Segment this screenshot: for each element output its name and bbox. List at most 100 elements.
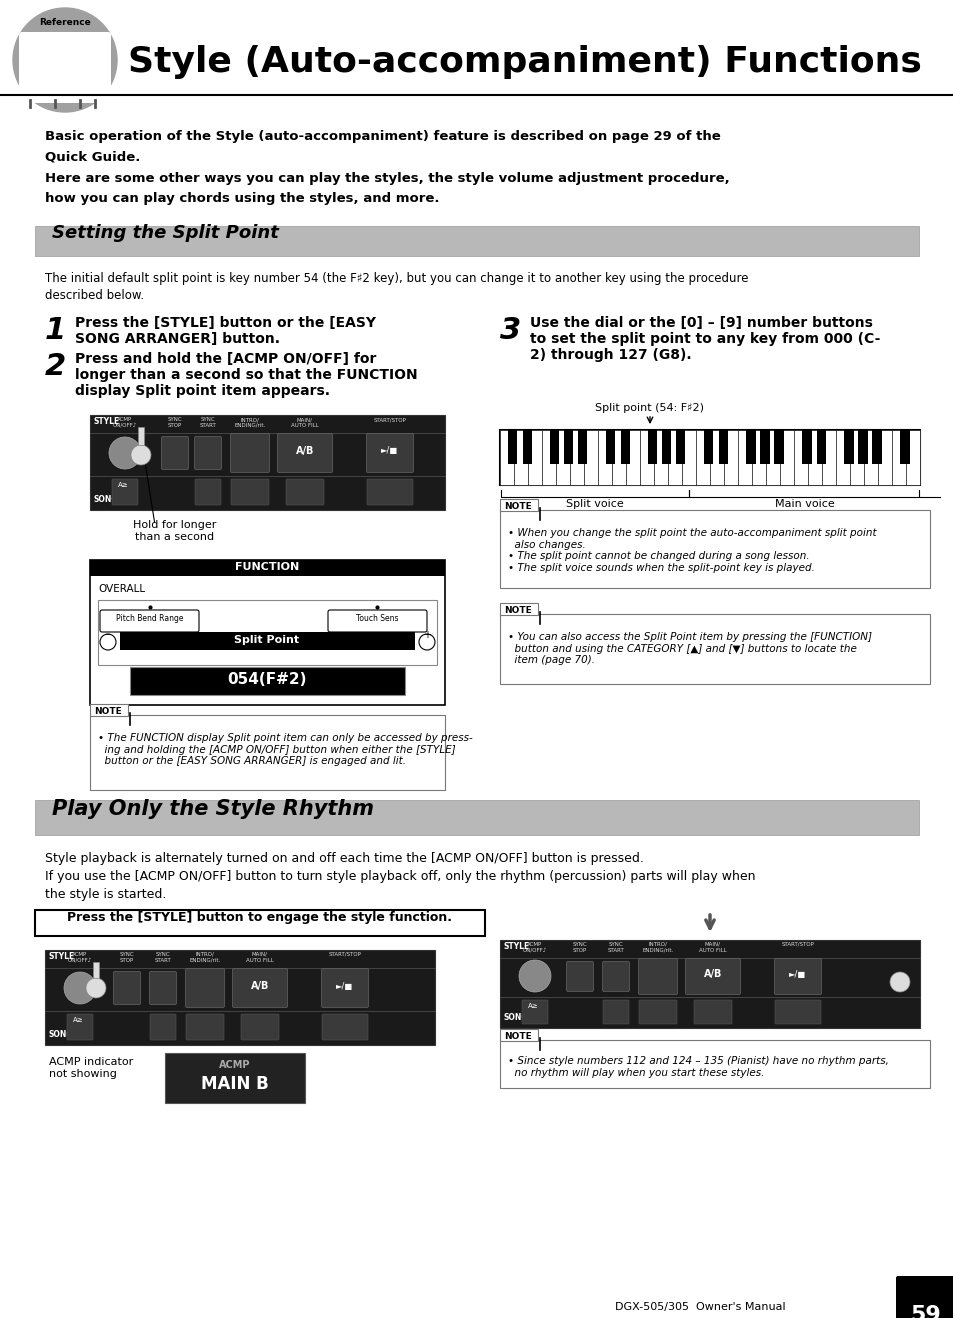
Circle shape: [100, 634, 116, 650]
Text: ►/■: ►/■: [381, 447, 398, 456]
Text: Here are some other ways you can play the styles, the style volume adjustment pr: Here are some other ways you can play th…: [45, 173, 729, 185]
Text: • When you change the split point the auto-accompaniment split point
  also chan: • When you change the split point the au…: [507, 529, 876, 573]
FancyBboxPatch shape: [277, 434, 333, 472]
Text: Use the dial or the [0] – [9] number buttons
to set the split point to any key f: Use the dial or the [0] – [9] number but…: [530, 316, 880, 362]
Text: A≥: A≥: [527, 1003, 538, 1010]
Text: SYNC
START: SYNC START: [154, 952, 172, 963]
FancyBboxPatch shape: [231, 434, 269, 472]
Text: Pitch Bend Range: Pitch Bend Range: [116, 614, 184, 623]
FancyBboxPatch shape: [113, 971, 140, 1004]
Text: FUNCTION: FUNCTION: [234, 561, 299, 572]
Text: Style playback is alternately turned on and off each time the [ACMP ON/OFF] butt: Style playback is alternately turned on …: [45, 851, 643, 865]
Text: MAIN B: MAIN B: [201, 1075, 269, 1093]
Bar: [696, 430, 709, 485]
Bar: [760, 430, 769, 464]
Bar: [499, 614, 929, 684]
Bar: [723, 430, 737, 485]
Bar: [668, 430, 681, 485]
FancyBboxPatch shape: [693, 1000, 731, 1024]
Text: If you use the [ACMP ON/OFF] button to turn style playback off, only the rhythm : If you use the [ACMP ON/OFF] button to t…: [45, 870, 755, 883]
Bar: [45, 950, 435, 1045]
Bar: [98, 600, 436, 666]
Text: SYNC
STOP: SYNC STOP: [119, 952, 134, 963]
Text: SYNC
STOP: SYNC STOP: [168, 416, 182, 428]
Bar: [499, 430, 688, 485]
FancyBboxPatch shape: [67, 1014, 92, 1040]
FancyBboxPatch shape: [150, 1014, 175, 1040]
FancyBboxPatch shape: [286, 478, 324, 505]
Text: Press the [STYLE] button to engage the style function.: Press the [STYLE] button to engage the s…: [68, 912, 452, 924]
Text: STYLE: STYLE: [94, 416, 120, 426]
Bar: [738, 430, 751, 485]
Text: • The FUNCTION display Split point item can only be accessed by press-
  ing and: • The FUNCTION display Split point item …: [98, 733, 473, 766]
Bar: [35, 909, 484, 936]
Bar: [90, 415, 444, 510]
Text: NOTE: NOTE: [503, 606, 531, 616]
Text: A/B: A/B: [251, 981, 269, 991]
FancyBboxPatch shape: [100, 610, 199, 633]
Text: SYNC
START: SYNC START: [199, 416, 216, 428]
Bar: [871, 430, 881, 464]
Text: Main voice: Main voice: [774, 500, 834, 509]
Text: Press the [STYLE] button or the [EASY
SONG ARRANGER] button.: Press the [STYLE] button or the [EASY SO…: [75, 316, 375, 347]
Bar: [905, 430, 919, 485]
Text: MAIN/
AUTO FILL: MAIN/ AUTO FILL: [699, 942, 726, 953]
FancyBboxPatch shape: [639, 1000, 677, 1024]
Bar: [661, 430, 671, 464]
Text: 3: 3: [499, 316, 520, 345]
Text: ACMP
ON/OFF♪: ACMP ON/OFF♪: [112, 416, 137, 428]
Bar: [794, 430, 807, 485]
Text: ACMP
ON/OFF♪: ACMP ON/OFF♪: [522, 942, 547, 953]
FancyBboxPatch shape: [194, 436, 221, 469]
Text: 59: 59: [910, 1305, 941, 1318]
Text: ACMP indicator
not showing: ACMP indicator not showing: [49, 1057, 133, 1078]
FancyBboxPatch shape: [366, 434, 413, 472]
Bar: [556, 430, 569, 485]
Text: MAIN/
AUTO FILL: MAIN/ AUTO FILL: [291, 416, 318, 428]
Text: A≥: A≥: [73, 1017, 84, 1023]
Circle shape: [86, 978, 106, 998]
Bar: [807, 430, 821, 485]
Bar: [676, 430, 685, 464]
FancyBboxPatch shape: [185, 969, 224, 1007]
Bar: [583, 430, 598, 485]
FancyBboxPatch shape: [499, 604, 537, 616]
Bar: [816, 430, 825, 464]
Bar: [499, 430, 513, 485]
FancyBboxPatch shape: [186, 1014, 224, 1040]
Bar: [774, 430, 782, 464]
Text: +: +: [422, 630, 431, 641]
FancyBboxPatch shape: [774, 1000, 821, 1024]
Bar: [765, 430, 779, 485]
Text: the style is started.: the style is started.: [45, 888, 166, 902]
Bar: [35, 225, 918, 256]
Text: MAIN/
AUTO FILL: MAIN/ AUTO FILL: [246, 952, 274, 963]
Text: SONG: SONG: [94, 496, 118, 503]
FancyBboxPatch shape: [90, 704, 128, 716]
FancyBboxPatch shape: [150, 971, 176, 1004]
Bar: [681, 430, 695, 485]
Bar: [606, 430, 615, 464]
FancyBboxPatch shape: [322, 1014, 368, 1040]
FancyBboxPatch shape: [895, 1276, 953, 1318]
Bar: [878, 430, 891, 485]
Text: SONG: SONG: [503, 1014, 528, 1021]
Bar: [130, 667, 405, 695]
FancyBboxPatch shape: [112, 478, 138, 505]
Text: ►/■: ►/■: [788, 970, 806, 978]
Text: The initial default split point is key number 54 (the F♯2 key), but you can chan: The initial default split point is key n…: [45, 272, 748, 285]
FancyBboxPatch shape: [602, 1000, 628, 1024]
Bar: [499, 940, 919, 1028]
Text: NOTE: NOTE: [94, 706, 122, 716]
Text: Reference: Reference: [39, 18, 91, 26]
Text: NOTE: NOTE: [503, 502, 531, 511]
Bar: [710, 430, 723, 485]
Text: START/STOP: START/STOP: [374, 416, 406, 422]
Bar: [598, 430, 611, 485]
Text: • You can also access the Split Point item by pressing the [FUNCTION]
  button a: • You can also access the Split Point it…: [507, 633, 871, 666]
Bar: [900, 430, 908, 464]
Circle shape: [13, 8, 117, 112]
Text: Touch Sens: Touch Sens: [355, 614, 397, 623]
Text: A≥: A≥: [118, 482, 129, 488]
FancyBboxPatch shape: [231, 478, 269, 505]
